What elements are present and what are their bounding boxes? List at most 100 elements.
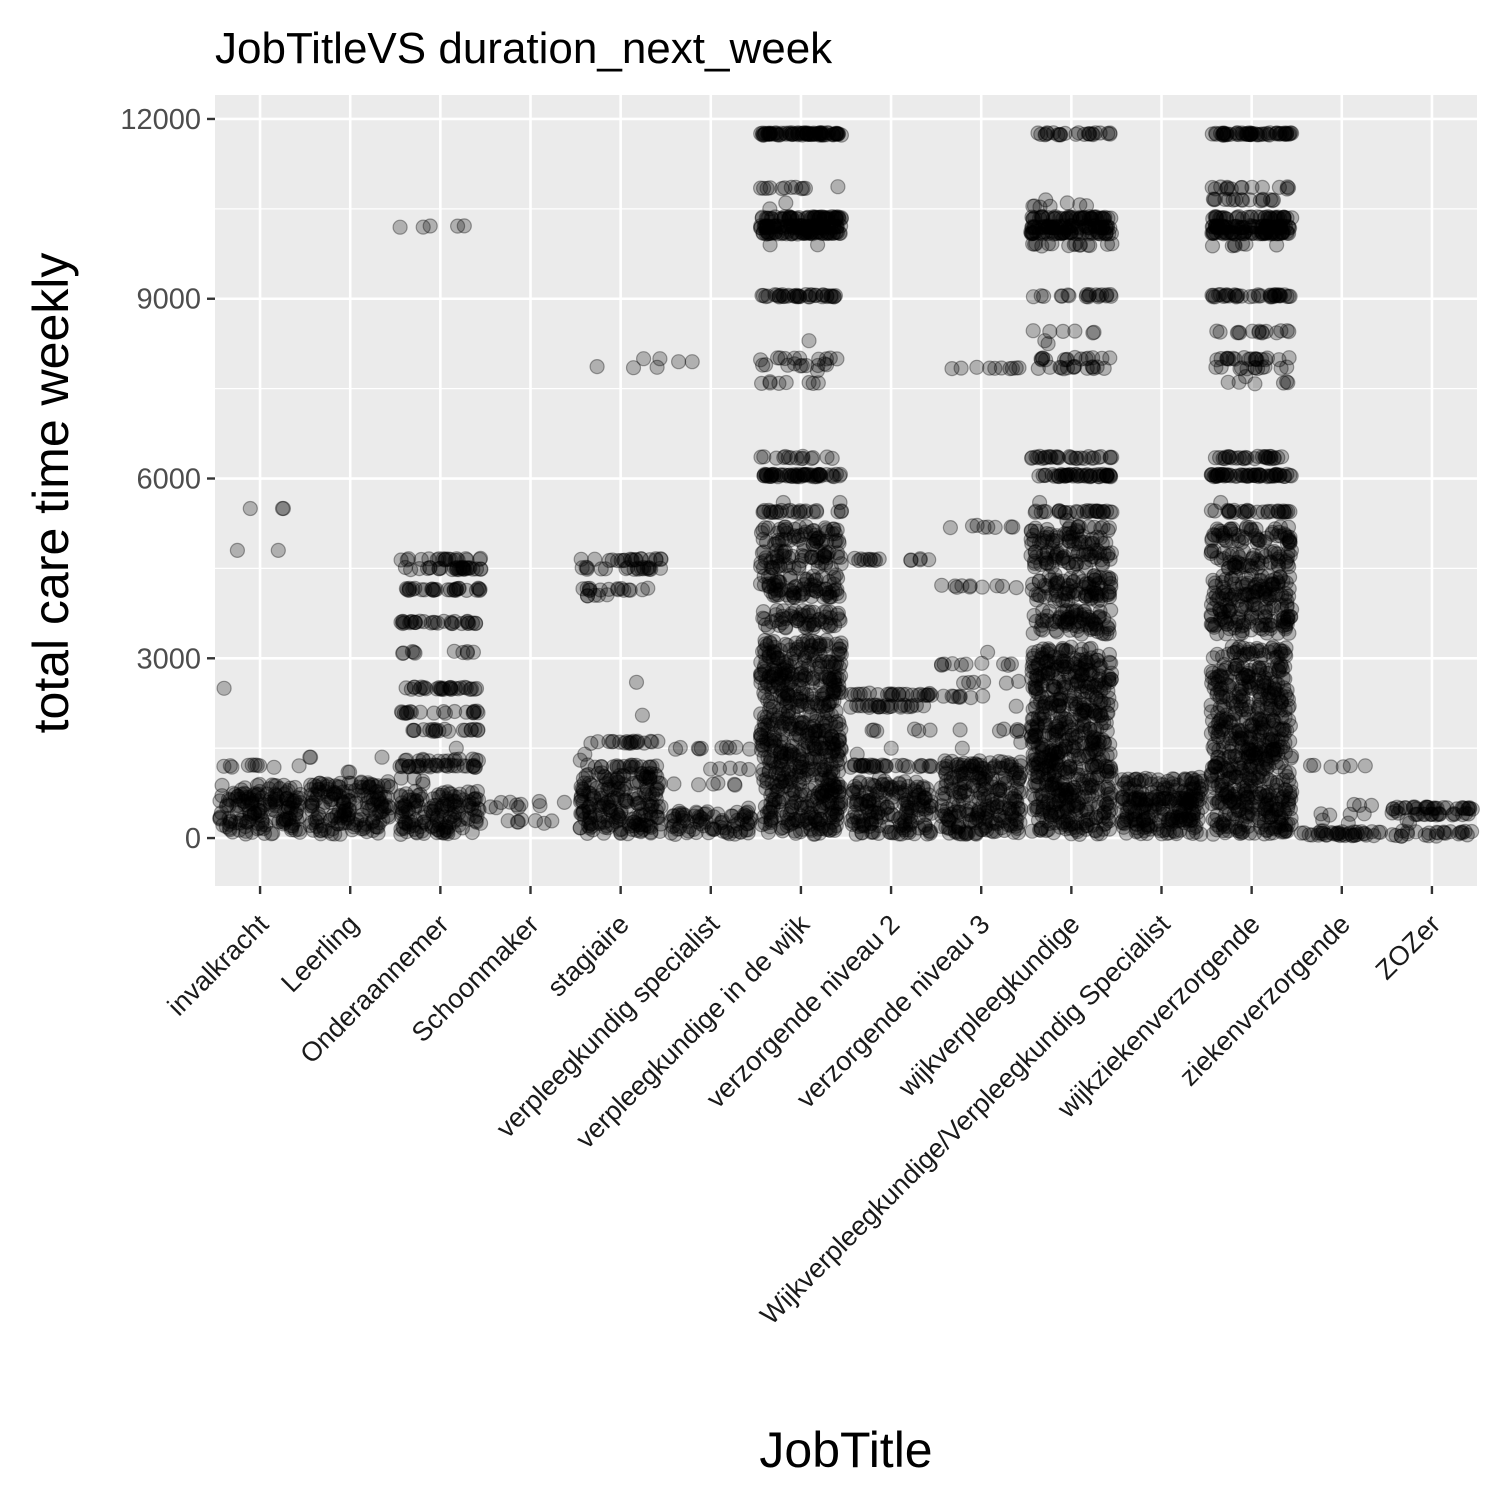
data-point xyxy=(406,794,422,810)
data-point xyxy=(438,818,454,835)
data-point xyxy=(274,500,291,517)
data-point xyxy=(435,825,451,841)
data-point xyxy=(1078,198,1095,214)
data-point xyxy=(463,722,479,738)
data-point xyxy=(303,749,319,765)
data-point xyxy=(415,809,431,825)
data-point xyxy=(285,795,301,811)
data-point xyxy=(415,752,431,768)
data-point xyxy=(402,792,418,808)
data-point xyxy=(398,814,414,831)
data-point xyxy=(310,787,326,803)
data-point xyxy=(360,800,376,816)
data-point xyxy=(335,784,351,800)
data-point xyxy=(230,788,246,805)
data-point xyxy=(437,705,453,721)
data-point xyxy=(536,815,552,831)
data-point xyxy=(461,794,477,810)
data-point xyxy=(221,810,237,827)
data-point xyxy=(407,800,423,816)
data-point xyxy=(572,752,588,768)
data-point xyxy=(635,351,652,367)
data-point xyxy=(305,822,321,838)
data-point xyxy=(690,740,707,757)
data-point xyxy=(369,790,385,807)
data-point xyxy=(393,704,410,720)
data-point xyxy=(466,757,482,774)
data-point xyxy=(732,760,748,777)
data-point xyxy=(287,779,303,796)
data-point xyxy=(401,804,417,820)
data-point xyxy=(342,802,358,818)
data-point xyxy=(393,809,410,825)
data-point xyxy=(467,721,483,737)
data-point xyxy=(752,352,769,368)
data-point xyxy=(360,776,376,793)
data-point xyxy=(231,822,247,838)
data-point xyxy=(470,722,486,739)
data-point xyxy=(319,776,335,792)
data-point xyxy=(340,811,356,827)
data-point xyxy=(801,374,817,391)
data-point xyxy=(425,721,441,738)
data-point xyxy=(934,577,950,593)
data-point xyxy=(340,807,357,823)
data-point xyxy=(223,813,239,829)
data-point xyxy=(690,777,707,793)
data-point xyxy=(393,787,409,804)
data-point xyxy=(818,522,834,538)
data-point xyxy=(283,822,299,838)
data-point xyxy=(726,776,743,792)
data-point xyxy=(938,808,954,824)
data-point xyxy=(342,793,358,809)
data-point xyxy=(801,333,817,349)
data-point xyxy=(710,806,726,822)
data-point xyxy=(438,823,454,839)
data-point xyxy=(436,613,452,629)
data-point xyxy=(254,814,270,830)
data-point xyxy=(463,800,480,816)
data-point xyxy=(429,812,445,828)
data-point xyxy=(359,795,375,811)
data-point xyxy=(317,794,333,811)
data-point xyxy=(287,822,303,838)
data-point xyxy=(425,807,441,823)
data-point xyxy=(1032,588,1048,604)
data-point xyxy=(358,816,374,832)
data-point xyxy=(1010,774,1026,790)
data-point xyxy=(459,810,475,826)
data-point xyxy=(428,797,444,813)
data-point xyxy=(250,815,266,832)
data-point xyxy=(556,794,573,811)
data-point xyxy=(336,804,352,820)
data-point xyxy=(212,809,228,825)
data-point xyxy=(624,821,640,838)
data-point xyxy=(269,788,285,804)
data-point xyxy=(237,780,253,796)
data-point xyxy=(266,792,282,808)
data-point xyxy=(336,814,353,831)
data-point xyxy=(799,126,815,142)
data-point xyxy=(1069,622,1085,639)
data-point xyxy=(443,786,459,802)
data-point xyxy=(314,776,330,792)
data-point xyxy=(684,354,700,370)
data-point xyxy=(1075,718,1092,735)
data-point xyxy=(278,811,294,827)
data-point xyxy=(422,722,438,738)
data-point xyxy=(670,354,687,370)
data-point xyxy=(573,551,589,567)
data-point xyxy=(266,777,282,794)
data-point xyxy=(456,792,472,808)
data-point xyxy=(1076,126,1093,142)
data-point xyxy=(442,810,458,826)
data-point xyxy=(250,806,266,822)
data-point xyxy=(1033,352,1050,368)
data-point xyxy=(249,757,265,773)
data-point xyxy=(1181,824,1197,840)
data-point xyxy=(247,757,263,773)
data-point xyxy=(1052,762,1068,778)
data-point xyxy=(272,780,288,797)
data-point xyxy=(465,705,481,721)
data-point xyxy=(953,657,970,673)
